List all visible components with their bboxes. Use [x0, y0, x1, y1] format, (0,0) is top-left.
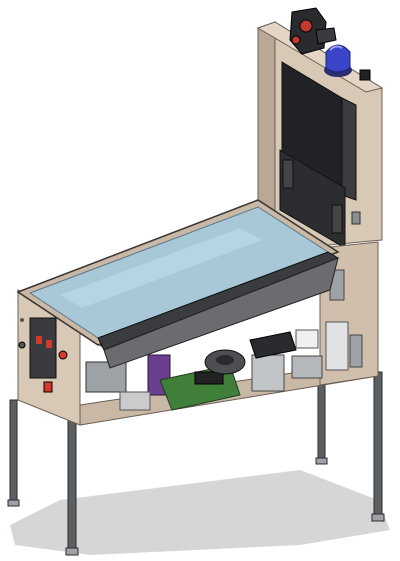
- io-module: [291, 355, 323, 379]
- backbox-bracket: [351, 211, 361, 225]
- backbox-speaker-left: [282, 159, 294, 189]
- playfield: [16, 199, 340, 369]
- playfield-underside: [103, 257, 339, 369]
- leg-back-left: [317, 384, 326, 461]
- control-box: [295, 329, 319, 349]
- ground-shadow: [10, 470, 390, 555]
- blue-beacon-icon: [324, 44, 352, 77]
- leg-front-right: [67, 419, 77, 551]
- amplifier: [251, 354, 285, 392]
- glass-reflection: [60, 228, 262, 308]
- backglass-screen-bezel: [341, 97, 357, 201]
- leg-back-right: [373, 371, 383, 518]
- backbox: [256, 7, 384, 256]
- backbox-speaker-right: [331, 204, 343, 234]
- leg-front-left: [9, 399, 18, 506]
- flipper-button: [18, 341, 26, 349]
- power-supply: [85, 361, 127, 393]
- start-button: [58, 350, 68, 360]
- coin-door: [29, 317, 57, 379]
- internal-components: [85, 269, 363, 411]
- gpu-card: [249, 331, 297, 359]
- backbox-switch: [359, 69, 371, 81]
- topper-shaker-motor: [289, 7, 337, 55]
